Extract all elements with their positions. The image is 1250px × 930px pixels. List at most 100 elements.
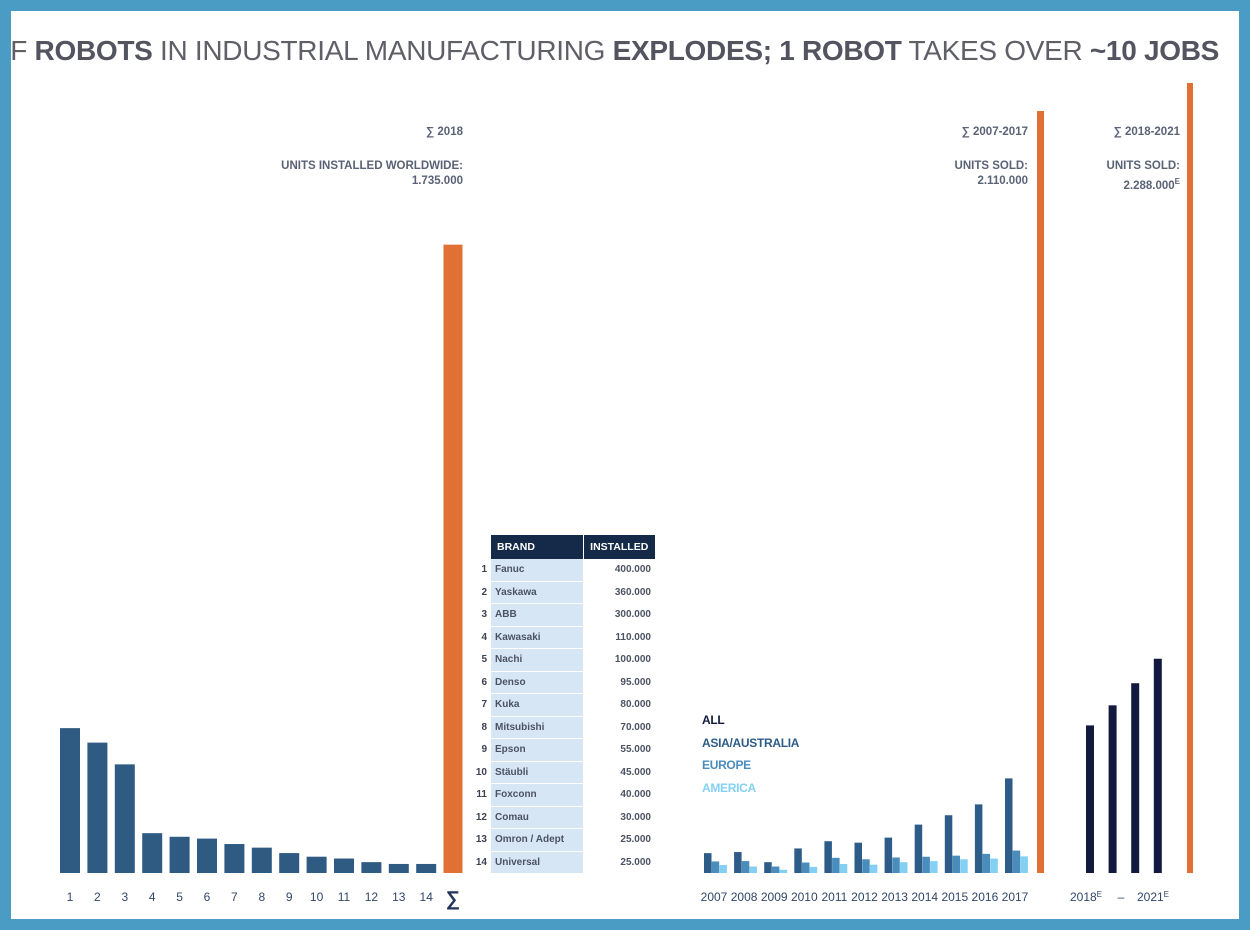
- rank-cell: 2: [475, 581, 491, 604]
- x-tick-sup: E: [1097, 890, 1102, 899]
- x-tick-label: 13: [392, 890, 406, 904]
- x-tick-label: 9: [286, 890, 293, 904]
- legend-item: ALL: [702, 713, 725, 727]
- table-row: 11 Foxconn 40.000: [475, 783, 655, 807]
- brand-cell: Mitsubishi: [491, 716, 583, 739]
- asia-bar: [1005, 778, 1013, 873]
- x-tick-label: 2009: [761, 890, 788, 904]
- rank-cell: 1: [475, 559, 491, 582]
- title-part: ~10 JOBS: [1089, 35, 1219, 66]
- annotation-2018-label: UNITS INSTALLED WORLDWIDE:: [281, 160, 463, 172]
- europe-bar: [711, 861, 720, 873]
- brand-bar: [334, 858, 354, 873]
- america-bar: [839, 863, 848, 873]
- table-row: 3 ABB 300.000: [475, 603, 655, 627]
- annotation-2007-sigma: ∑ 2007-2017: [961, 126, 1028, 138]
- annotation-2007-2017: ∑ 2007-2017 UNITS SOLD: 2.110.000: [955, 125, 1028, 189]
- asia-bar: [734, 852, 742, 873]
- america-bar: [809, 866, 818, 873]
- annotation-2018: ∑ 2018 UNITS INSTALLED WORLDWIDE: 1.735.…: [281, 125, 463, 189]
- legend-item: EUROPE: [702, 758, 751, 772]
- installed-cell: 400.000: [583, 559, 655, 582]
- annotation-2018-value: 1.735.000: [411, 175, 463, 187]
- asia-bar: [914, 824, 923, 873]
- table-row: 1 Fanuc 400.000: [475, 559, 655, 582]
- installed-cell: 25.000: [583, 828, 655, 852]
- brand-table: BRAND INSTALLED 1 Fanuc 400.000 2 Yaskawa 360…: [475, 535, 655, 874]
- legend-item: AMERICA: [702, 780, 756, 795]
- legend-item: ASIA/AUSTRALIA: [702, 735, 800, 750]
- installed-cell: 25.000: [583, 851, 655, 874]
- title-part: EXPLODES; 1 ROBOT: [612, 35, 902, 66]
- x-tick-label: 1: [67, 890, 74, 904]
- rank-cell: 3: [475, 603, 491, 627]
- table-row: 9 Epson 55.000: [475, 738, 655, 762]
- asia-bar: [974, 804, 983, 873]
- asia-bar: [884, 837, 893, 873]
- x-tick-label: 3: [121, 890, 128, 904]
- table-row: 7 Kuka 80.000: [475, 693, 655, 717]
- installed-cell: 300.000: [583, 603, 655, 627]
- brand-bar: [197, 838, 217, 873]
- europe-bar: [741, 861, 750, 873]
- america-bar: [779, 869, 788, 873]
- installed-cell: 40.000: [583, 783, 655, 807]
- europe-bar: [892, 857, 900, 873]
- estimate-bar: [1108, 705, 1117, 873]
- brand-cell: ABB: [491, 603, 583, 627]
- brand-cell: Universal: [491, 851, 583, 874]
- europe-bar: [802, 862, 810, 873]
- x-tick-label: 10: [310, 890, 324, 904]
- x-tick-label: 2007: [701, 890, 728, 904]
- annotation-2018-sigma: ∑ 2018: [426, 126, 463, 138]
- asia-bar: [794, 848, 802, 873]
- america-bar: [990, 858, 998, 873]
- annotation-2018-2021: ∑ 2018-2021 UNITS SOLD: 2.288.000E: [1107, 125, 1180, 194]
- brand-bar: [361, 862, 382, 873]
- brand-cell: Yaskawa: [491, 581, 583, 604]
- brand-bar: [306, 856, 327, 873]
- x-tick-label: 2013: [881, 890, 908, 904]
- america-bar: [869, 864, 878, 873]
- annotation-2018-2021-sigma: ∑ 2018-2021: [1113, 126, 1180, 138]
- total-bar: [1037, 111, 1044, 873]
- x-tick-label: 2016: [972, 890, 999, 904]
- x-tick-label: 2014: [911, 890, 938, 904]
- estimate-bar: [1153, 658, 1162, 873]
- brand-cell: Nachi: [491, 648, 583, 672]
- brand-header: BRAND: [491, 535, 583, 559]
- infographic-frame: THE USE OF ROBOTS IN INDUSTRIAL MANUFACT…: [11, 11, 1239, 919]
- total-bar: [443, 244, 463, 873]
- brand-bar: [224, 844, 245, 873]
- x-tick-label: 2008: [731, 890, 758, 904]
- charts-canvas: 1 2 3 4 5 6 7 8 9 10 11 12 13 14 ∑ 2007 2008 2009 2010 2011…: [60, 83, 1193, 910]
- x-tick-label: 2018E: [1070, 890, 1102, 904]
- table-row: 10 Stäubli 45.000: [475, 761, 655, 784]
- america-bar: [960, 859, 968, 873]
- installed-header: INSTALLED: [582, 535, 655, 559]
- brand-bar: [142, 833, 163, 873]
- europe-bar: [771, 866, 780, 873]
- title-part: ROBOTS: [34, 35, 153, 66]
- installed-cell: 80.000: [583, 693, 655, 717]
- rank-header: [475, 535, 491, 559]
- installed-cell: 45.000: [583, 761, 655, 784]
- brand-cell: Epson: [491, 738, 583, 762]
- europe-bar: [982, 853, 991, 873]
- x-tick-label: 2012: [851, 890, 878, 904]
- installed-cell: 95.000: [583, 671, 655, 694]
- installed-cell: 110.000: [583, 626, 655, 649]
- brand-cell: Foxconn: [491, 783, 583, 807]
- x-tick-label: 2010: [791, 890, 818, 904]
- america-bar: [930, 861, 938, 873]
- installed-cell: 100.000: [583, 648, 655, 672]
- europe-bar: [832, 857, 840, 873]
- x-tick-label: 12: [365, 890, 379, 904]
- x-tick-label: 8: [258, 890, 265, 904]
- rank-cell: 6: [475, 671, 491, 694]
- brand-bar: [251, 847, 272, 873]
- installed-cell: 30.000: [583, 806, 655, 829]
- brand-bar: [60, 728, 80, 873]
- x-tick-label: –: [1118, 890, 1125, 904]
- europe-bar: [922, 856, 930, 873]
